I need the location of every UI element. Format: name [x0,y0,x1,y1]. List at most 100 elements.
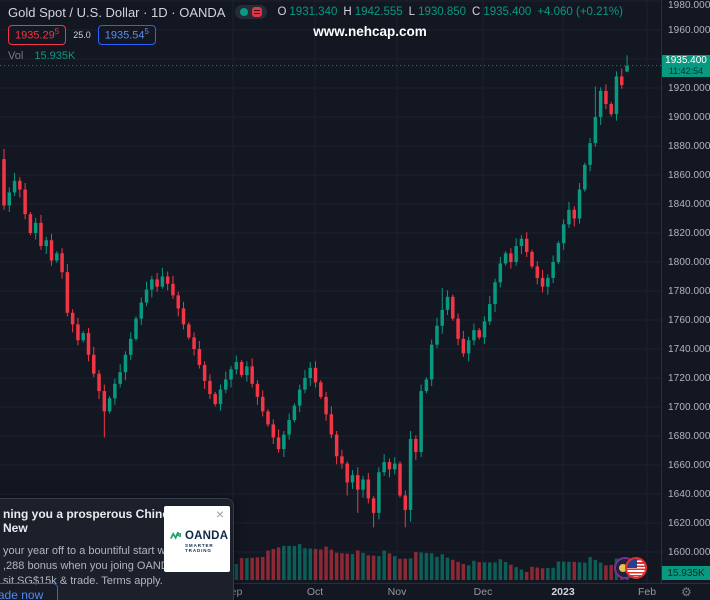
candle-body [414,438,418,452]
candle-body [313,367,318,383]
candle-body [503,253,508,264]
time-axis-label: Feb [637,586,657,598]
candle-body [97,373,101,392]
candle-body [229,369,233,380]
ask-price-button[interactable]: 1935.545 [97,25,156,45]
time-axis-label: 2023 [551,586,575,598]
price-axis-label: 1820.000 [668,228,710,239]
candle-body [419,391,423,452]
candle-body [361,479,365,490]
price-axis-label: 1880.000 [668,141,710,152]
volume-bar [546,568,550,580]
time-axis-label: Nov [387,586,407,598]
volume-bar [472,560,476,580]
ohlc-readout: O 1931.340 H 1942.555 L 1930.850 C 1935.… [277,6,623,18]
volume-bar [276,547,281,580]
high-label: H [343,6,352,18]
volume-bar [282,545,286,580]
volume-bar [593,559,598,580]
price-axis[interactable]: 1980.0001960.0001940.0001920.0001900.000… [662,0,710,583]
price-axis-label: 1640.000 [668,489,710,500]
oanda-logo-box: × OANDA SMARTER TRADING [164,506,230,572]
last-price-badge: 1935.400 11:42:54 [662,54,710,77]
legend-menu-icon[interactable] [252,7,263,17]
volume-bar [524,572,529,580]
price-axis-label: 1980.000 [668,0,710,11]
candle-body [255,383,260,397]
candle-body [134,318,138,339]
candle-body [39,222,43,247]
volume-bar [377,556,381,580]
ad-body: your year off to a bountiful start with … [3,544,193,589]
legend-controls[interactable] [235,5,268,19]
gear-icon[interactable]: ⚙ [681,585,692,599]
candle-body [350,475,355,483]
candle-body [509,253,513,263]
volume-value: 15.935K [34,50,76,62]
candlestick-chart-canvas[interactable] [0,0,662,583]
candle-body [213,393,217,405]
volume-bar [451,559,455,580]
watermark-text: www.nehcap.com [313,24,427,39]
candle-body [572,209,576,219]
price-axis-label: 1780.000 [668,286,710,297]
volume-bar [266,550,270,580]
close-icon[interactable]: × [215,506,224,522]
candle-body [488,304,492,322]
candle-body [123,354,128,373]
candle-body [65,272,70,313]
bar-countdown: 11:42:54 [668,65,704,76]
volume-bar [588,557,592,580]
volume-bar [535,567,540,580]
volume-bar [429,553,434,580]
visibility-dot-icon[interactable] [240,8,249,16]
price-axis-label: 1800.000 [668,257,710,268]
ad-popup: ning you a prosperous Chinese New your y… [0,498,234,600]
volume-bar [561,561,566,580]
candle-body [28,214,33,234]
candle-body [593,117,598,144]
symbol-title[interactable]: Gold Spot / U.S. Dollar · 1D · OANDA [8,4,226,20]
candle-body [456,318,460,339]
candle-body [23,189,27,215]
candle-body [340,456,344,464]
volume-bar [540,568,545,580]
candle-body [144,289,149,303]
candle-body [113,383,117,399]
volume-bar [466,565,471,580]
volume-bar [371,555,376,580]
price-axis-label: 1600.000 [668,547,710,558]
candle-body [287,420,291,435]
candle-body [49,240,54,261]
candle-body [524,238,529,252]
candle-body [60,253,64,273]
candle-body [408,438,413,510]
candle-body [70,312,75,325]
price-axis-label: 1920.000 [668,83,710,94]
bid-price-button[interactable]: 1935.295 [8,25,67,45]
volume-bar [350,554,355,580]
volume-bar [414,552,418,580]
price-axis-label: 1720.000 [668,373,710,384]
candle-body [282,434,286,450]
candle-body [118,372,122,384]
time-axis-separator [0,583,710,584]
candle-body [466,340,471,354]
volume-bar [503,561,508,580]
trade-now-button[interactable]: Trade now [0,583,59,600]
volume-bar [435,556,439,580]
volume-bar [477,562,481,580]
high-value: 1942.555 [354,6,403,18]
chart-legend: Gold Spot / U.S. Dollar · 1D · OANDA O 1… [8,4,623,62]
candle-body [276,437,281,450]
candle-body [150,279,154,290]
candle-body [377,472,381,513]
volume-bar [392,556,397,580]
candle-body [239,362,244,376]
volume-bar [403,558,408,580]
candle-body [271,424,276,438]
price-axis-label: 1700.000 [668,402,710,413]
candle-body [155,279,159,287]
candle-body [519,238,524,247]
